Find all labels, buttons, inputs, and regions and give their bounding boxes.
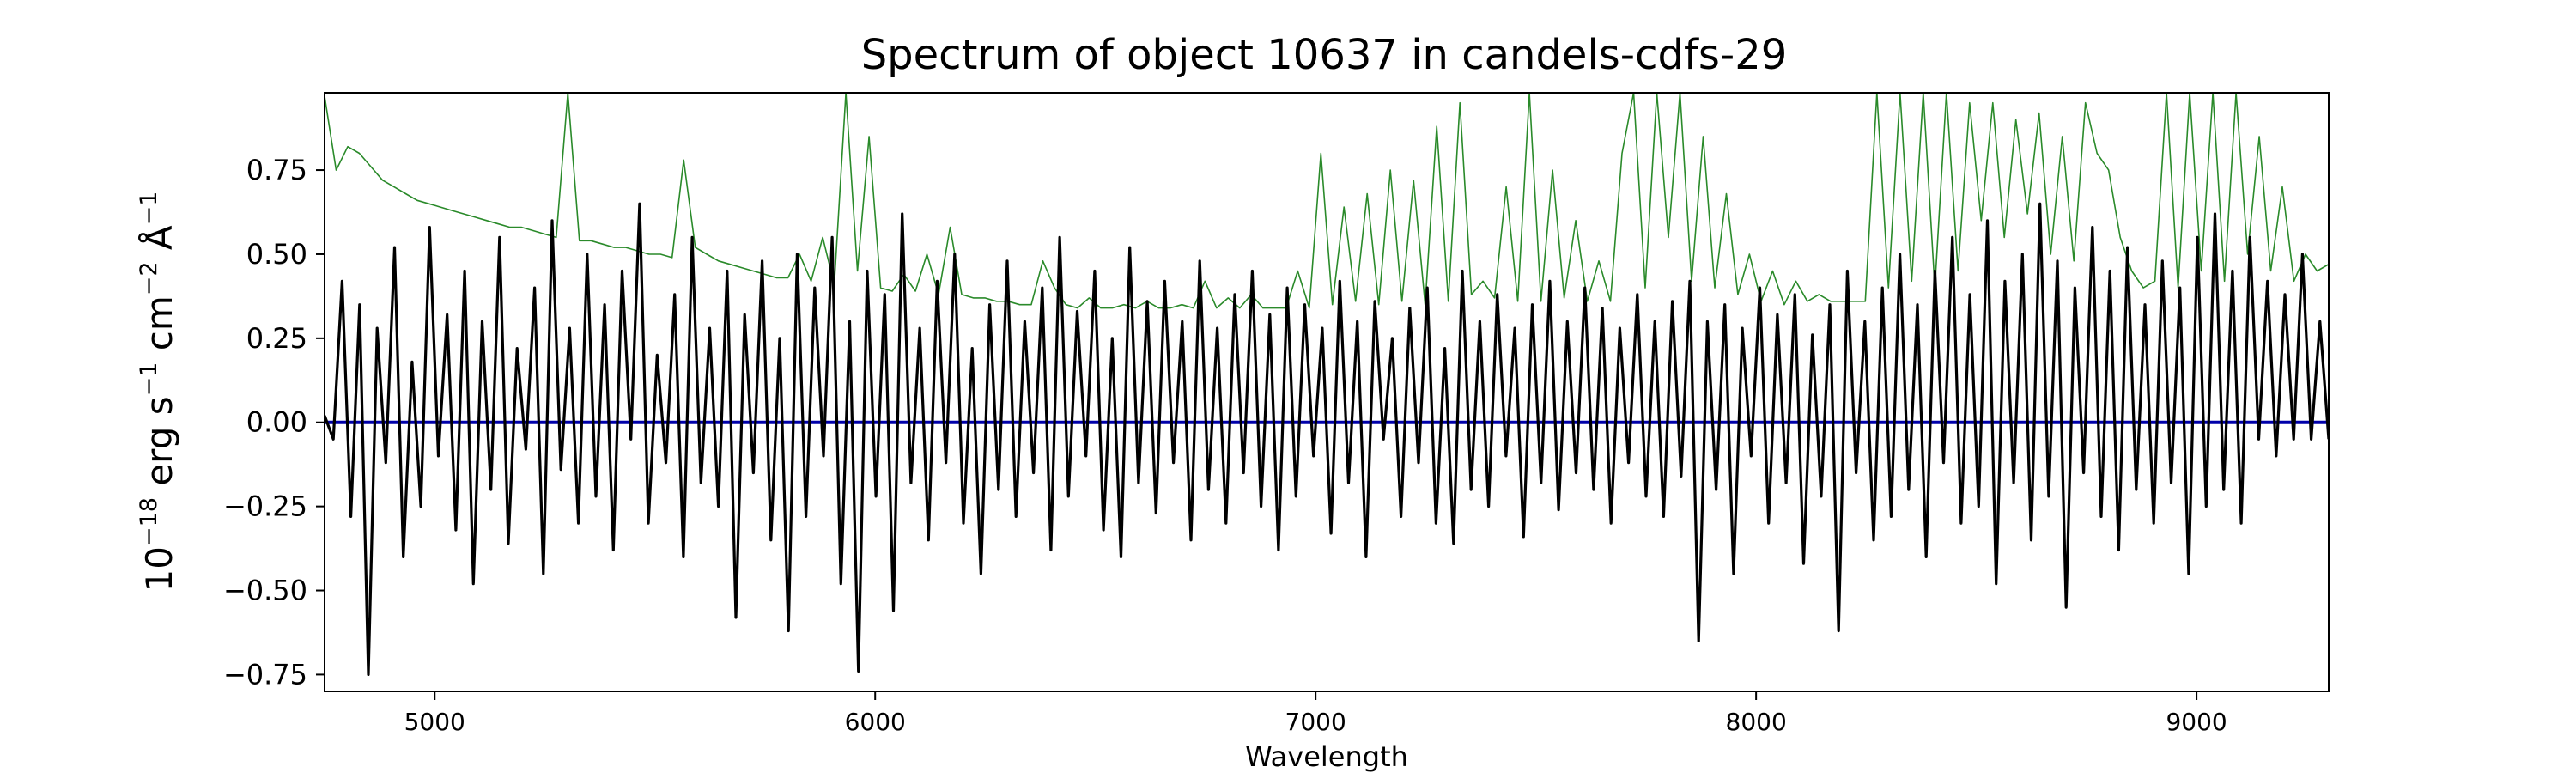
y-label-exp-3: −2 xyxy=(136,261,162,295)
x-tick-label: 6000 xyxy=(845,708,906,736)
y-label-exp-1: −18 xyxy=(136,497,162,546)
series-line-error xyxy=(325,93,2329,309)
y-tick-label: −0.25 xyxy=(223,490,307,523)
x-tick-label: 7000 xyxy=(1285,708,1346,736)
x-axis: 5000 6000 7000 8000 9000 xyxy=(404,691,2227,736)
plot-frame xyxy=(324,92,2330,692)
y-tick-label: 0.00 xyxy=(246,406,307,439)
y-label-exp-4: −1 xyxy=(136,192,162,226)
y-label-base: 10 xyxy=(138,546,180,592)
plot-area xyxy=(324,92,2330,692)
y-axis: −0.75 −0.50 −0.25 0.00 0.25 0.50 0.75 xyxy=(223,154,325,691)
x-axis-label: Wavelength xyxy=(1245,740,1408,773)
y-tick-label: 0.50 xyxy=(246,238,307,271)
x-tick-label: 9000 xyxy=(2166,708,2227,736)
series-layer xyxy=(325,93,2329,677)
y-tick-label: −0.50 xyxy=(223,575,307,607)
series-line-flux xyxy=(325,202,2329,677)
y-label-cm: cm xyxy=(138,295,180,362)
y-tick-label: 0.75 xyxy=(246,154,307,186)
y-label-erg: erg s xyxy=(138,396,180,497)
y-tick-label: −0.75 xyxy=(223,658,307,691)
chart-title: Spectrum of object 10637 in candels-cdfs… xyxy=(861,31,1788,79)
x-tick-label: 5000 xyxy=(404,708,465,736)
y-label-exp-2: −1 xyxy=(136,362,162,397)
y-tick-label: 0.25 xyxy=(246,322,307,355)
x-tick-label: 8000 xyxy=(1726,708,1787,736)
y-label-angstrom: Å xyxy=(137,225,180,261)
y-axis-label: 10−18 erg s−1 cm−2 Å−1 xyxy=(136,192,180,593)
